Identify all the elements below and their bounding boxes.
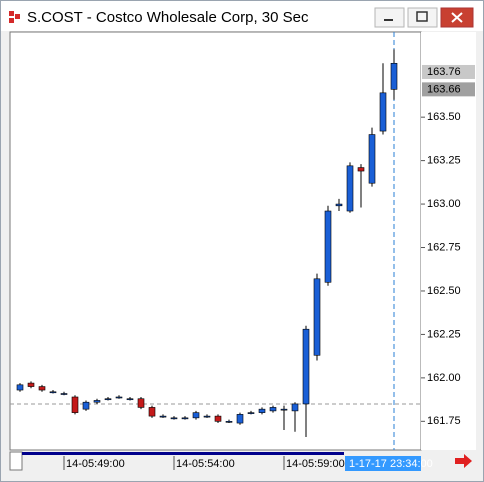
- cursor-label-box: [345, 456, 421, 471]
- candle-body: [159, 415, 167, 418]
- scroll-bar[interactable]: [22, 452, 344, 455]
- candle-body: [335, 203, 343, 207]
- price-marker-label: 163.66: [427, 83, 461, 95]
- y-tick-label: 162.25: [427, 328, 461, 340]
- candle-body: [203, 415, 211, 418]
- candle-body: [27, 382, 35, 387]
- app-icon: [9, 11, 20, 23]
- candle-body: [192, 412, 200, 419]
- y-tick-label: 162.50: [427, 285, 461, 297]
- cursor-label: 1-17-17 23:34:00: [349, 458, 433, 470]
- candle-body: [368, 134, 376, 184]
- candle-body: [137, 398, 145, 408]
- candle-body: [126, 398, 134, 401]
- candle-body: [313, 278, 321, 356]
- candle-body: [258, 408, 266, 413]
- candle-body: [379, 92, 387, 132]
- candle-body: [16, 384, 24, 391]
- price-marker-label: 163.76: [427, 66, 461, 78]
- candle-body: [170, 417, 178, 420]
- price-axis: [421, 32, 476, 450]
- price-marker: [422, 64, 475, 79]
- maximize-button[interactable]: [407, 7, 438, 28]
- y-tick-label: 162.75: [427, 241, 461, 253]
- candle-body: [214, 415, 222, 422]
- candle-body: [38, 386, 46, 391]
- x-tick-label: 14-05:49:00: [66, 458, 125, 470]
- candle-body: [236, 414, 244, 424]
- candle-body: [280, 408, 288, 411]
- y-tick-label: 161.75: [427, 415, 461, 427]
- x-tick-label: 14-05:59:00: [286, 458, 345, 470]
- candle-body: [93, 400, 101, 403]
- candle-body: [302, 328, 310, 405]
- candle-body: [390, 62, 398, 90]
- close-button[interactable]: [440, 7, 474, 28]
- candle-body: [148, 407, 156, 417]
- candle-body: [49, 391, 57, 394]
- candle-body: [104, 398, 112, 401]
- minimize-button[interactable]: [374, 7, 405, 28]
- window-title: S.COST - Costco Wholesale Corp, 30 Sec: [27, 9, 309, 26]
- candle-body: [82, 401, 90, 410]
- candle-body: [269, 407, 277, 412]
- x-tick-label: 14-05:54:00: [176, 458, 235, 470]
- candle-body: [115, 396, 123, 399]
- candle-body: [71, 396, 79, 413]
- candle-body: [247, 412, 255, 414]
- y-tick-label: 163.00: [427, 198, 461, 210]
- candle-body: [225, 421, 233, 423]
- y-tick-label: 163.50: [427, 111, 461, 123]
- candle-body: [181, 417, 189, 420]
- y-tick-label: 162.00: [427, 372, 461, 384]
- scroll-right-arrow[interactable]: [455, 454, 472, 468]
- candle-body: [324, 210, 332, 283]
- candle-body: [60, 393, 68, 395]
- candle-body: [291, 403, 299, 412]
- candle-body: [346, 165, 354, 212]
- candle-body: [357, 167, 365, 172]
- plot-area: [9, 31, 422, 451]
- scroll-box[interactable]: [9, 451, 23, 471]
- price-marker: [422, 82, 475, 97]
- y-tick-label: 163.25: [427, 155, 461, 167]
